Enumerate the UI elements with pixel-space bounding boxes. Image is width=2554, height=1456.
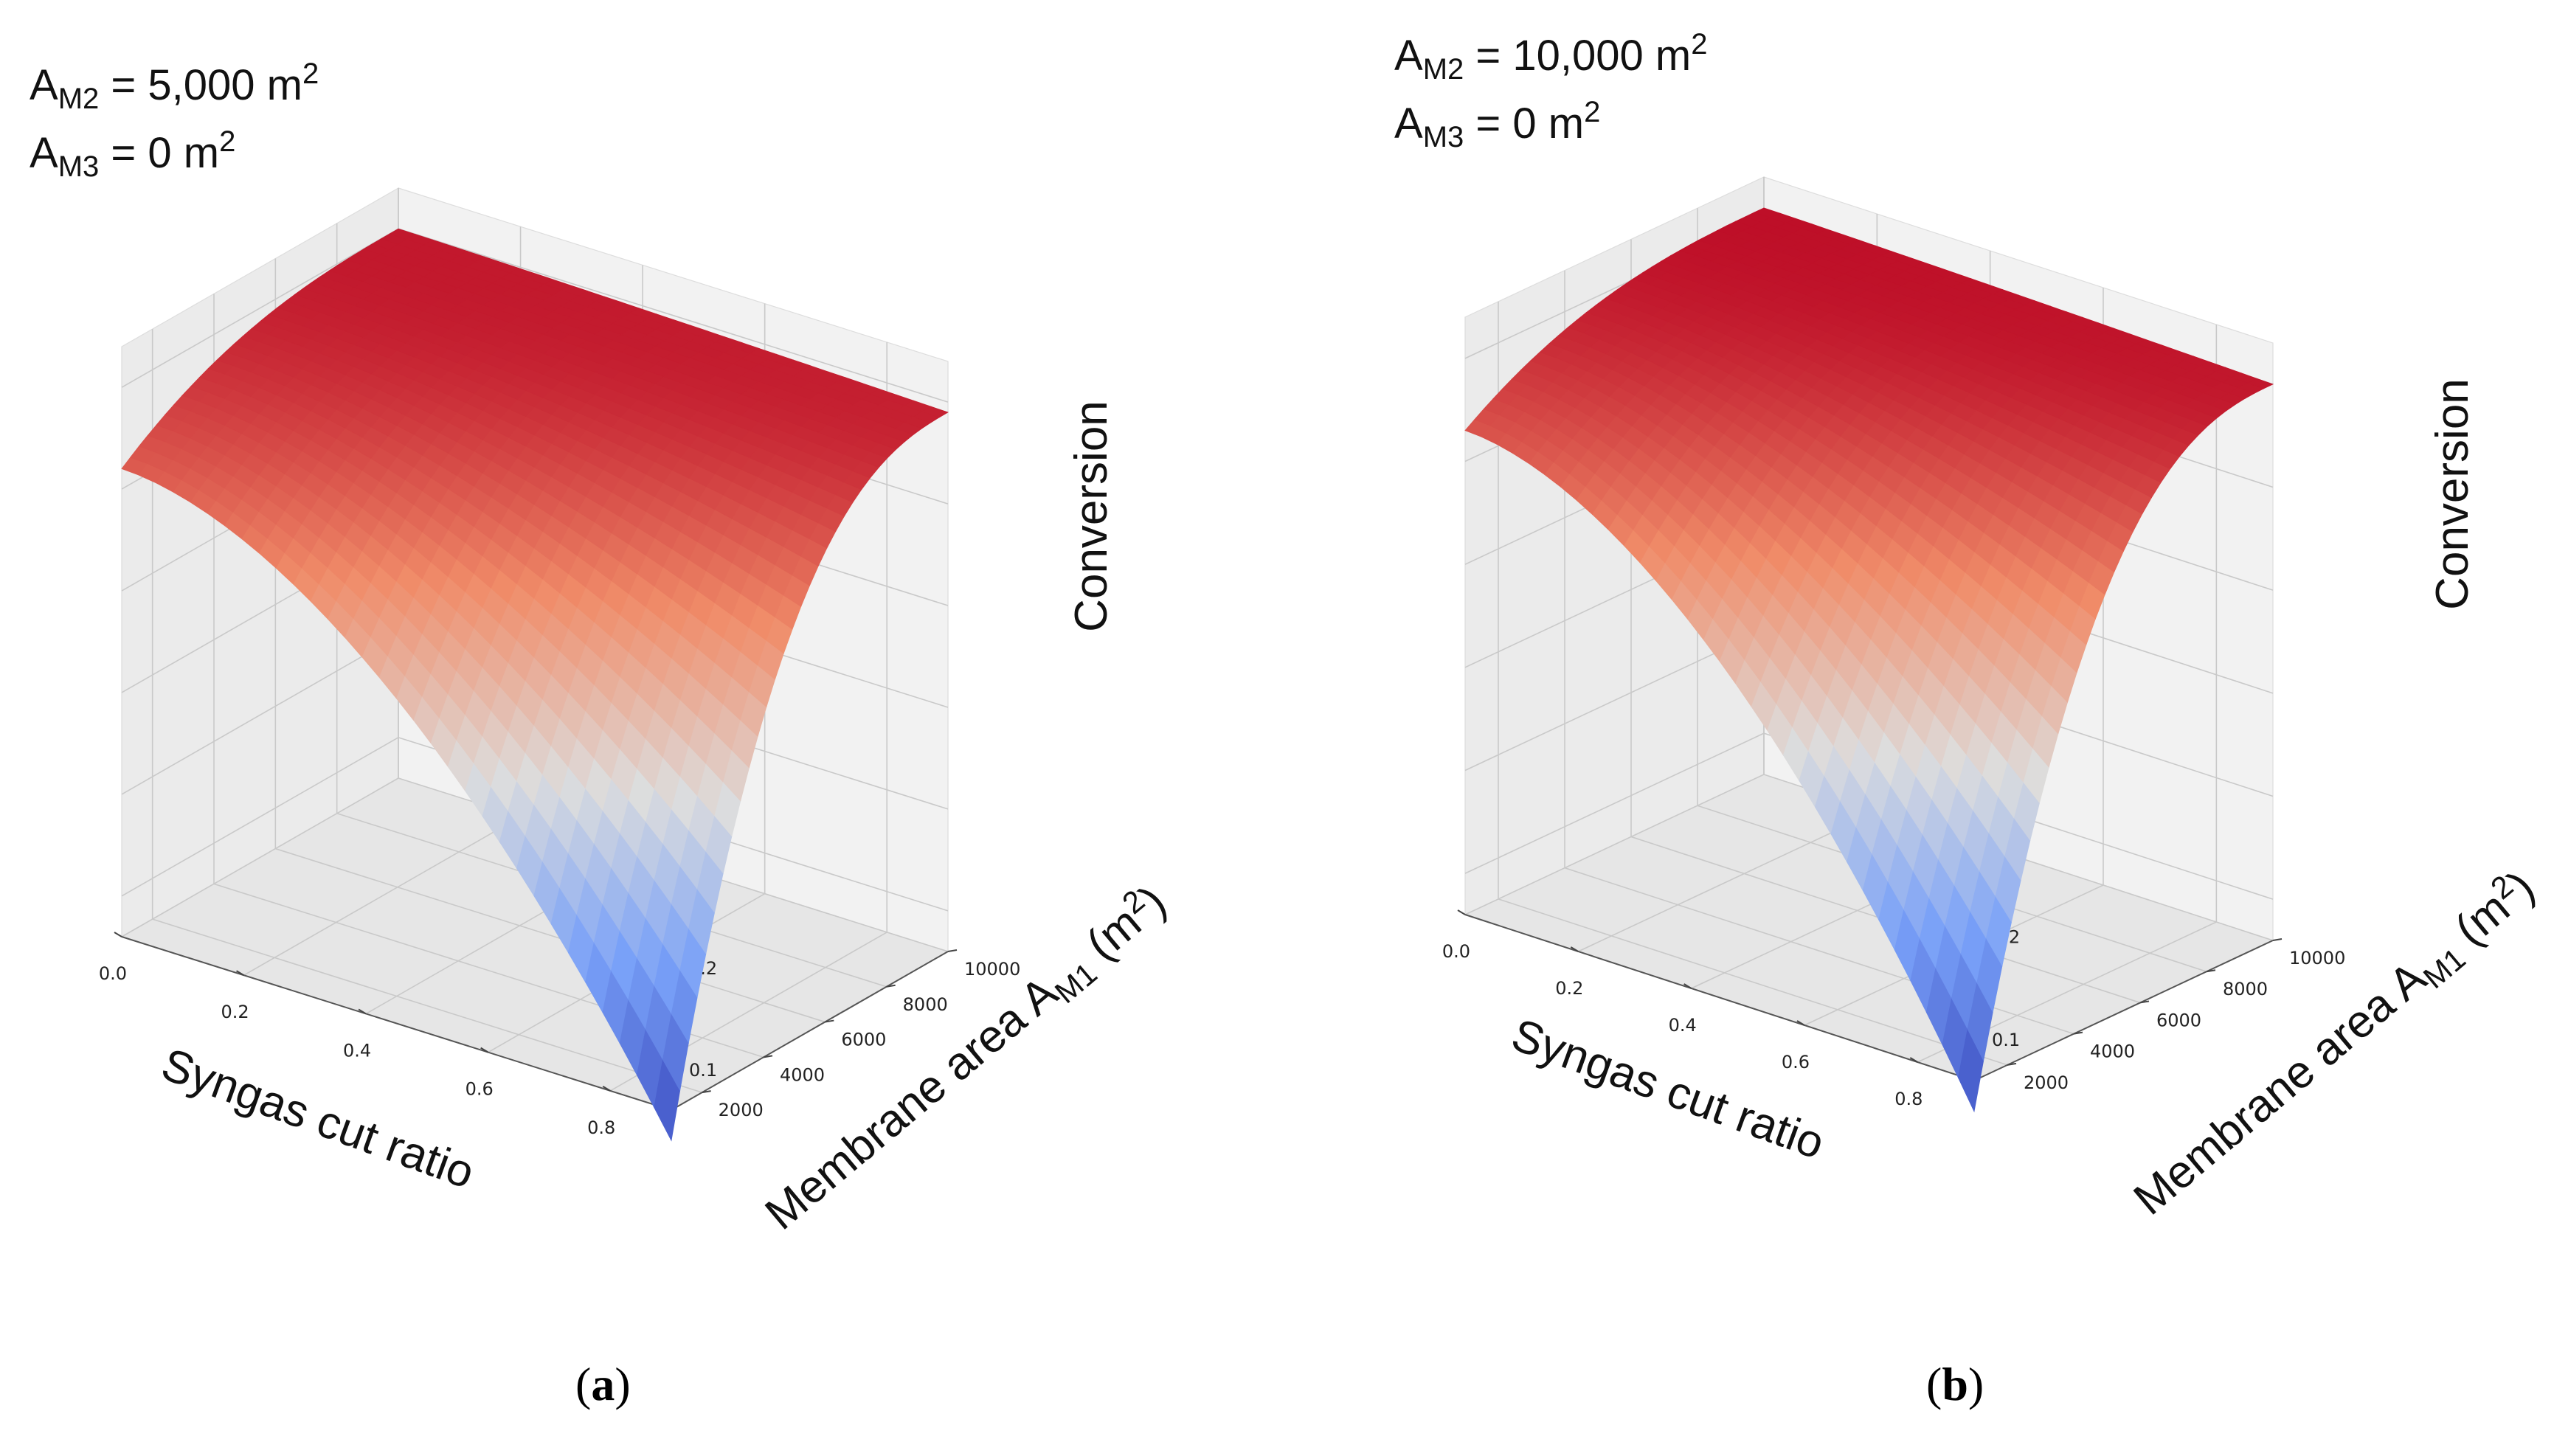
- z-axis-title: Conversion: [2427, 378, 2478, 610]
- y-tick-label: 4000: [780, 1064, 825, 1085]
- gridline-y: [152, 918, 702, 1093]
- caption-b: (b): [1926, 1357, 1984, 1412]
- y-tick-label: 8000: [903, 994, 948, 1015]
- caption-letter: a: [591, 1358, 615, 1410]
- z-axis-title: Conversion: [1066, 401, 1117, 632]
- gridline-x: [1577, 811, 1878, 952]
- gridline-x: [243, 816, 521, 976]
- y-tick-mark: [2073, 1031, 2083, 1035]
- surface: [121, 228, 949, 1142]
- caption-a: (a): [575, 1357, 631, 1412]
- y-tick-label: 10000: [2289, 948, 2345, 968]
- x-tick-mark: [1796, 1020, 1805, 1026]
- panel-b: 0.00.20.40.60.82000400060008000100000.10…: [1277, 0, 2554, 1456]
- y-tick-label: 2000: [719, 1100, 764, 1120]
- gridline-z: [121, 737, 399, 897]
- y-axis-line: [1973, 940, 2274, 1081]
- caption-open: (: [1926, 1358, 1942, 1410]
- x-tick-mark: [602, 1086, 611, 1092]
- annotation-line-1: AM2 = 5,000 m2: [30, 58, 319, 115]
- caption-close: ): [1968, 1358, 1984, 1410]
- x-tick-label: 0.0: [1442, 941, 1470, 962]
- x-tick-label: 0.2: [1555, 978, 1583, 999]
- caption-open: (: [575, 1358, 592, 1410]
- y-tick-mark: [886, 984, 896, 988]
- y-tick-label: 10000: [964, 959, 1020, 980]
- caption-letter: b: [1942, 1358, 1968, 1410]
- x-tick-mark: [480, 1047, 489, 1053]
- x-tick-label: 0.4: [1669, 1015, 1697, 1036]
- x-tick-label: 0.2: [221, 1002, 249, 1022]
- y-tick-mark: [702, 1090, 711, 1094]
- y-tick-mark: [2206, 969, 2216, 973]
- surface-cell: [921, 406, 949, 418]
- caption-close: ): [615, 1358, 631, 1410]
- x-tick-mark: [114, 932, 122, 937]
- y-tick-label: 4000: [2090, 1041, 2135, 1062]
- y-tick-label: 6000: [841, 1030, 886, 1050]
- y-tick-mark: [825, 1019, 834, 1023]
- x-tick-mark: [1457, 909, 1466, 915]
- y-tick-mark: [2007, 1062, 2017, 1066]
- x-tick-mark: [1909, 1057, 1918, 1063]
- gridline-z: [1464, 732, 1765, 874]
- gridline-x: [1464, 774, 1765, 915]
- y-tick-label: 2000: [2024, 1072, 2069, 1093]
- y-tick-mark: [947, 949, 958, 952]
- x-tick-label: 0.8: [587, 1117, 615, 1138]
- x-tick-mark: [1683, 983, 1692, 989]
- x-tick-label: 0.6: [466, 1079, 494, 1100]
- annotation-line-1: AM2 = 10,000 m2: [1394, 28, 1707, 86]
- annotation-line-2: AM3 = 0 m2: [1394, 96, 1600, 153]
- x-tick-mark: [236, 970, 245, 977]
- x-tick-label: 0.6: [1782, 1052, 1810, 1072]
- surface: [1464, 207, 2274, 1113]
- x-tick-label: 0.4: [343, 1040, 371, 1061]
- surface-plot-b: 0.00.20.40.60.82000400060008000100000.10…: [1394, 28, 2544, 1225]
- x-axis-title: Syngas cut ratio: [155, 1039, 480, 1199]
- gridline-z: [398, 228, 949, 403]
- y-tick-mark: [763, 1055, 773, 1058]
- annotation-line-2: AM3 = 0 m2: [30, 125, 235, 183]
- gridline-y: [275, 847, 826, 1023]
- gridline-z: [121, 228, 399, 388]
- z-tick-label: 0.1: [1992, 1030, 2020, 1050]
- x-axis-line: [121, 936, 672, 1111]
- z-tick-label: 0.1: [689, 1060, 717, 1081]
- gridline-y: [1498, 898, 2008, 1066]
- y-tick-label: 8000: [2223, 979, 2268, 999]
- y-tick-mark: [2139, 1000, 2150, 1004]
- y-tick-label: 6000: [2156, 1010, 2201, 1030]
- x-axis-line: [1464, 914, 1975, 1081]
- gridline-z: [121, 635, 399, 795]
- x-tick-label: 0.0: [99, 963, 127, 984]
- surface-cell: [2246, 378, 2274, 389]
- x-tick-mark: [358, 1008, 367, 1015]
- x-tick-mark: [1570, 946, 1579, 952]
- surface-plot-a: 0.00.20.40.60.82000400060008000100000.10…: [30, 58, 1176, 1240]
- x-tick-label: 0.8: [1894, 1089, 1923, 1109]
- panel-a: 0.00.20.40.60.82000400060008000100000.10…: [30, 58, 1176, 1412]
- y-axis-line: [671, 951, 949, 1111]
- gridline-x: [121, 777, 399, 937]
- y-tick-mark: [2272, 938, 2283, 941]
